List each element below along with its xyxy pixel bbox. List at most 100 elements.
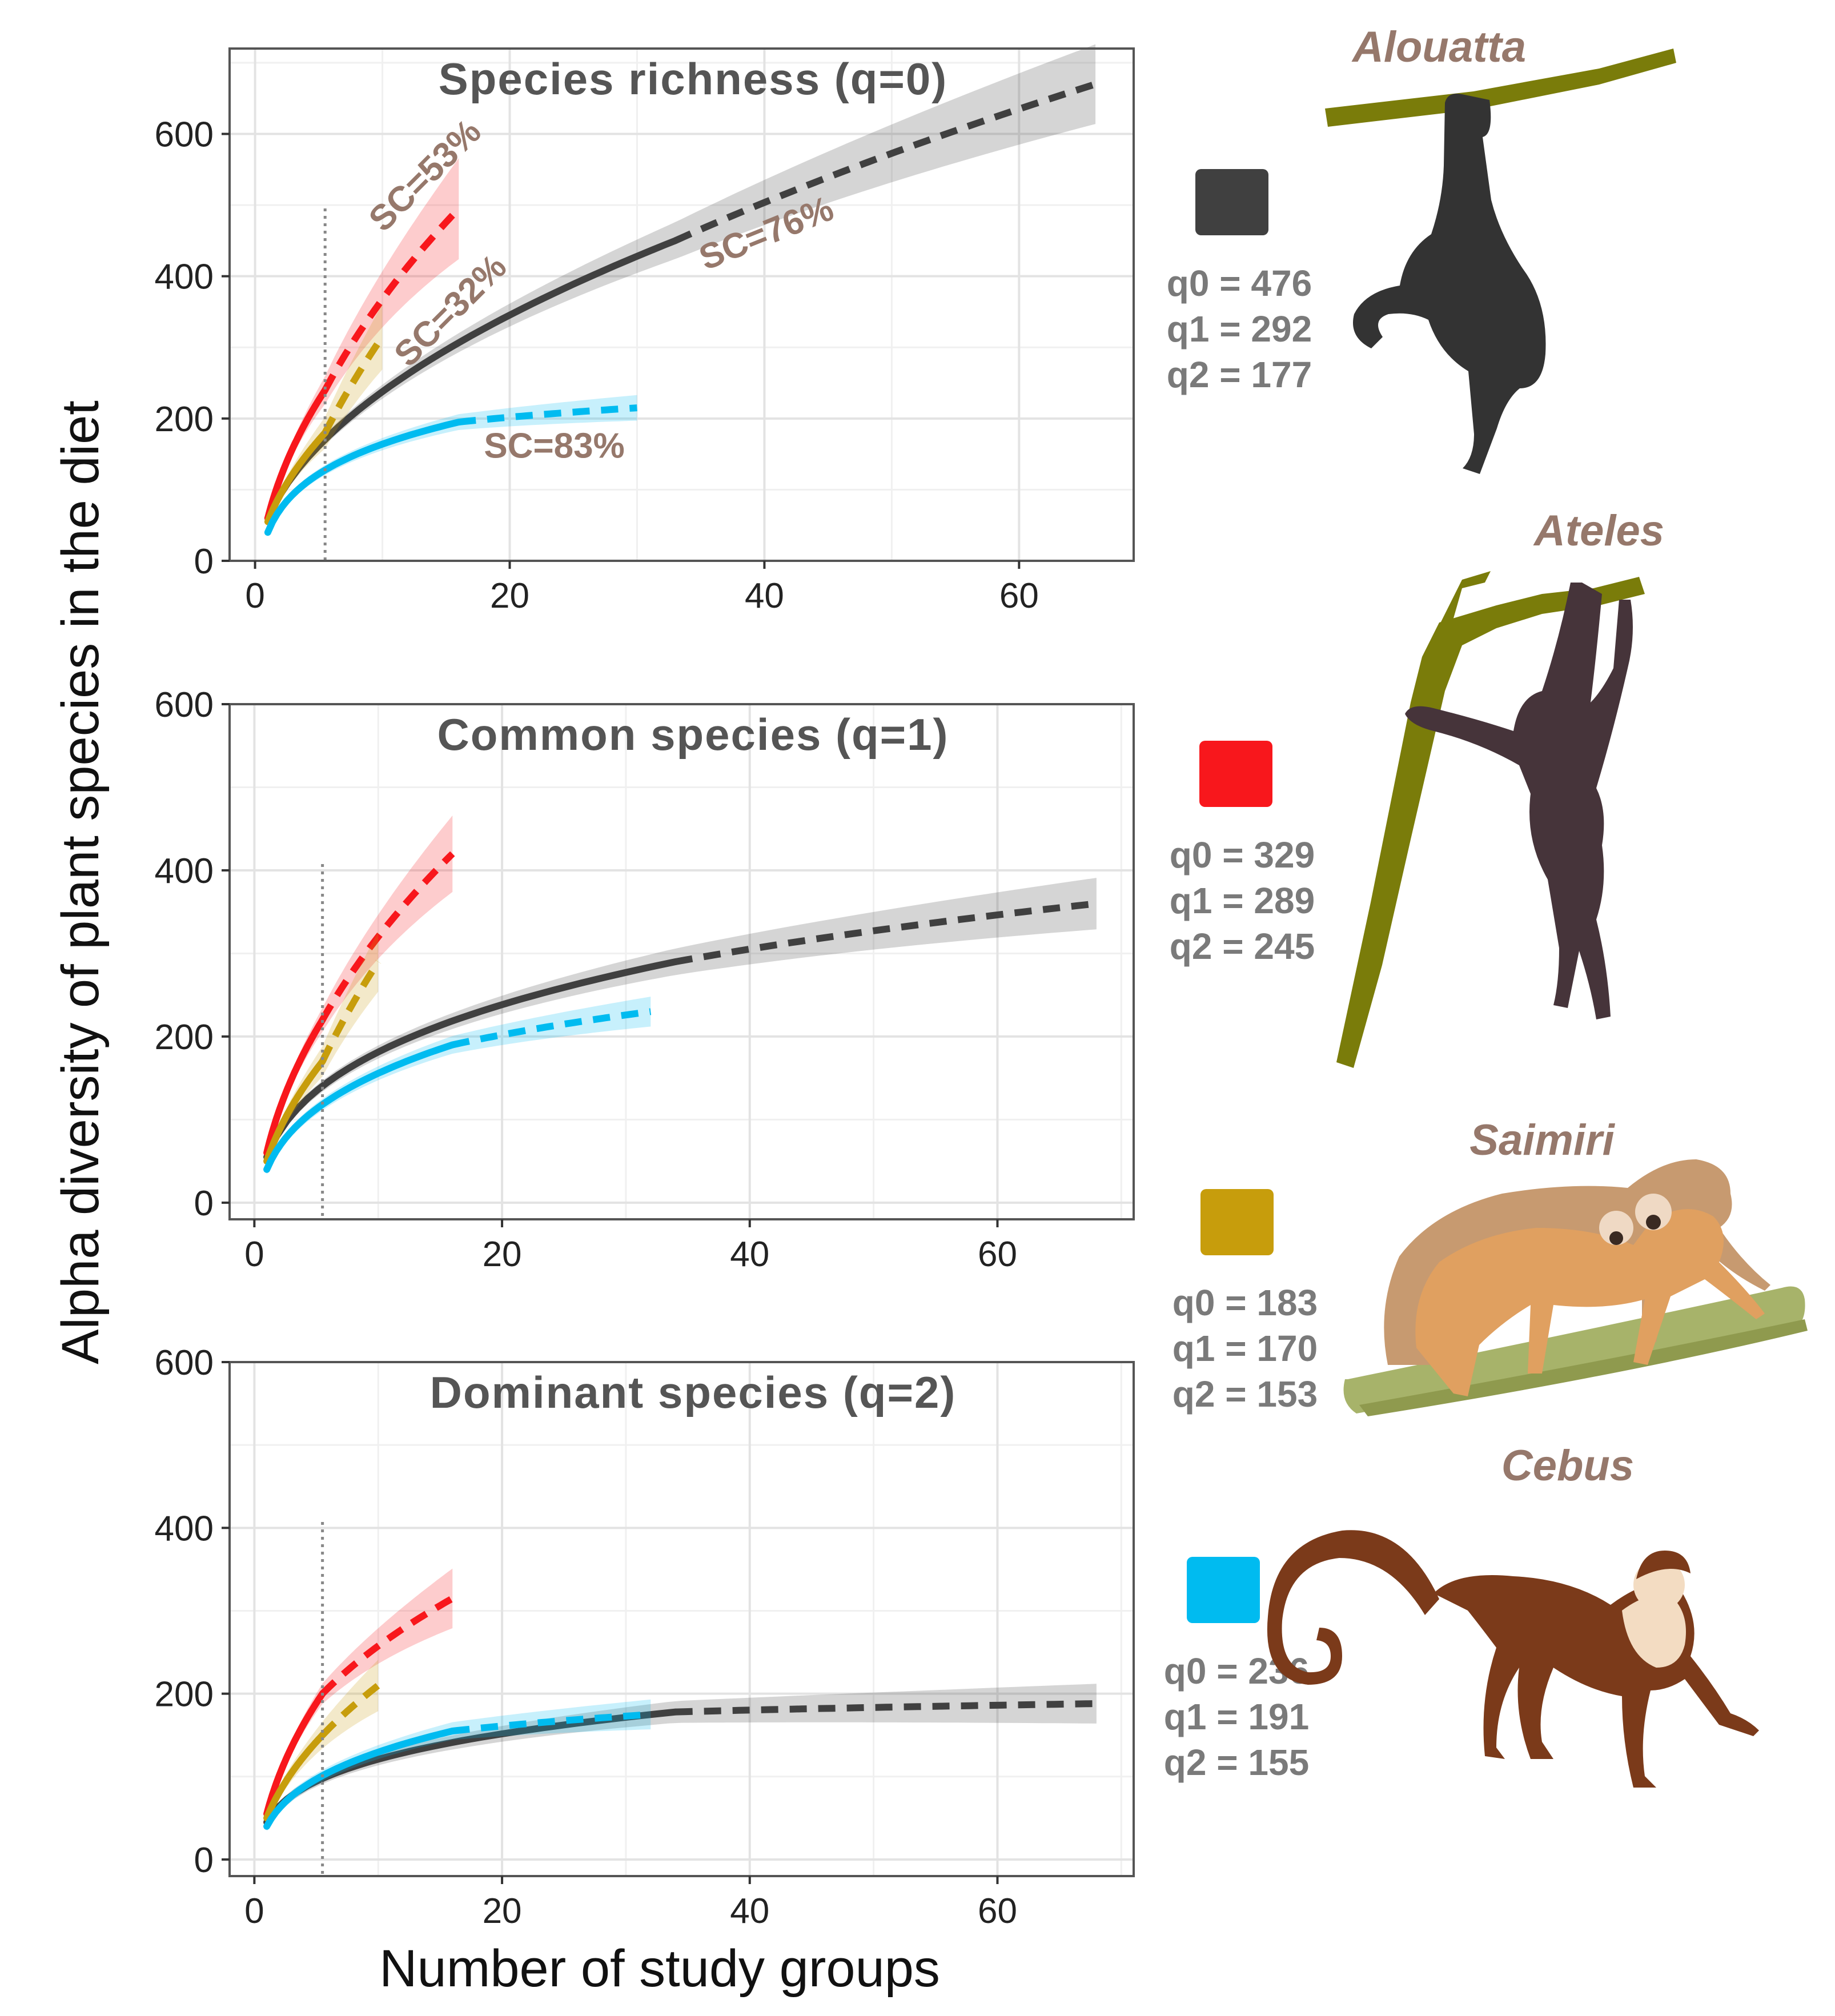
alouatta-silhouette-icon — [1353, 94, 1546, 474]
alouatta-branch — [1325, 49, 1676, 127]
panel-title: Dominant species (q=2) — [430, 1367, 957, 1417]
y-axis-label: Alpha diversity of plant species in the … — [51, 400, 110, 1364]
x-tick-label: 60 — [978, 1235, 1017, 1274]
ateles-illustration: Ateles — [1336, 507, 1664, 1068]
saimiri-log-shade — [1359, 1319, 1808, 1416]
x-tick-label: 20 — [490, 576, 529, 616]
extrapolated-line-ateles — [320, 1595, 455, 1696]
extrapolated-line-saimiri — [320, 1682, 380, 1738]
plot-frame — [228, 47, 1135, 562]
x-axis-label: Number of study groups — [379, 1939, 940, 1998]
cebus-chest — [1622, 1593, 1686, 1668]
genus-label-alouatta: Alouatta — [1351, 23, 1526, 71]
x-tick-label: 40 — [730, 1891, 769, 1931]
y-tick-label: 200 — [155, 400, 214, 439]
ateles-branch — [1336, 577, 1645, 1068]
ci-ribbon-alouatta — [267, 878, 1097, 1162]
plot-frame — [228, 1361, 1135, 1877]
cebus-illustration: Cebus — [1267, 1441, 1759, 1788]
saimiri-illustration: Saimiri — [1343, 1116, 1808, 1416]
x-tick-label: 20 — [483, 1235, 522, 1274]
x-tick-label: 0 — [244, 1891, 264, 1931]
interpolated-line-saimiri — [263, 1058, 326, 1165]
ci-ribbon-alouatta — [267, 1684, 1097, 1828]
ci-ribbon-cebus — [267, 1699, 651, 1832]
x-tick-label: 20 — [483, 1891, 522, 1931]
x-tick-label: 60 — [978, 1891, 1017, 1931]
y-tick-label: 600 — [155, 1343, 214, 1383]
interpolated-line-cebus — [263, 1728, 456, 1830]
interpolated-line-saimiri — [263, 1732, 326, 1822]
ci-ribbon-cebus — [267, 997, 651, 1175]
interpolated-line-saimiri — [264, 429, 329, 525]
extrapolated-line-alouatta — [673, 81, 1097, 244]
interpolated-line-ateles — [263, 1016, 326, 1156]
plot-frame — [228, 703, 1135, 1220]
panel-title: Species richness (q=0) — [439, 54, 948, 104]
extrapolated-line-alouatta — [675, 1700, 1097, 1716]
x-tick-label: 60 — [999, 576, 1039, 616]
legend-swatch — [1199, 741, 1272, 807]
y-tick-label: 400 — [155, 258, 214, 297]
extrapolated-line-cebus — [452, 1710, 651, 1734]
interpolated-line-alouatta — [264, 237, 679, 522]
legend-q1-value: q1 = 289 — [1170, 880, 1315, 921]
legend-q2-value: q2 = 245 — [1170, 926, 1315, 967]
saimiri-muzzle-2-icon — [1609, 1231, 1623, 1245]
y-tick-label: 400 — [155, 852, 214, 891]
y-tick-label: 0 — [194, 542, 214, 581]
extrapolated-line-cebus — [458, 404, 637, 426]
ci-ribbon-saimiri — [267, 1660, 379, 1824]
legend-entry-saimiri: q0 = 183 q1 = 170 q2 = 153 — [1173, 1189, 1318, 1415]
legend-q2-value: q2 = 177 — [1167, 354, 1312, 395]
legend-q0-value: q0 = 183 — [1173, 1282, 1318, 1323]
x-tick-label: 40 — [745, 576, 784, 616]
legend-swatch — [1200, 1189, 1274, 1255]
ci-ribbon-ateles — [267, 158, 459, 523]
genus-label-saimiri: Saimiri — [1469, 1116, 1615, 1164]
legend-q2-value: q2 = 153 — [1173, 1374, 1318, 1415]
extrapolated-line-alouatta — [674, 900, 1097, 965]
ci-ribbon-alouatta — [267, 44, 1096, 523]
y-tick-label: 0 — [194, 1841, 214, 1880]
extrapolated-line-ateles — [322, 206, 461, 392]
saimiri-monkey-front-icon — [1415, 1209, 1765, 1396]
legend-q0-value: q0 = 476 — [1167, 263, 1312, 304]
panel-title: Common species (q=1) — [437, 709, 949, 760]
y-tick-label: 600 — [155, 115, 214, 155]
ci-ribbon-ateles — [267, 1568, 453, 1819]
saimiri-muzzle-icon — [1646, 1215, 1661, 1230]
y-tick-label: 200 — [155, 1018, 214, 1057]
interpolated-line-alouatta — [263, 958, 679, 1160]
legend-q1-value: q1 = 292 — [1167, 308, 1312, 350]
interpolated-line-cebus — [264, 419, 463, 536]
cebus-tail — [1267, 1530, 1439, 1685]
cebus-silhouette-icon — [1434, 1575, 1759, 1788]
x-tick-label: 40 — [730, 1235, 769, 1274]
interpolated-line-ateles — [264, 387, 329, 522]
interpolated-line-cebus — [263, 1041, 456, 1173]
legend-swatch — [1187, 1557, 1260, 1623]
y-tick-label: 200 — [155, 1675, 214, 1714]
extrapolated-line-ateles — [319, 851, 455, 1022]
extrapolated-line-saimiri — [319, 959, 382, 1063]
legend-q0-value: q0 = 329 — [1170, 834, 1315, 876]
legend-q2-value: q2 = 155 — [1164, 1742, 1309, 1783]
extrapolated-line-cebus — [452, 1008, 652, 1049]
x-tick-label: 0 — [244, 1235, 264, 1274]
panel-species-richness: Species richness (q=0)SC=53%SC=32%SC=76%… — [155, 44, 1135, 616]
sample-coverage-label: SC=83% — [484, 426, 624, 465]
legend-swatch — [1195, 169, 1268, 235]
genus-label-cebus: Cebus — [1501, 1441, 1634, 1490]
interpolated-line-ateles — [263, 1690, 326, 1818]
saimiri-face-icon — [1635, 1194, 1672, 1230]
y-tick-label: 0 — [194, 1184, 214, 1223]
y-tick-label: 400 — [155, 1509, 214, 1548]
legend-q1-value: q1 = 191 — [1164, 1696, 1309, 1737]
ateles-top-twig — [1439, 571, 1491, 628]
